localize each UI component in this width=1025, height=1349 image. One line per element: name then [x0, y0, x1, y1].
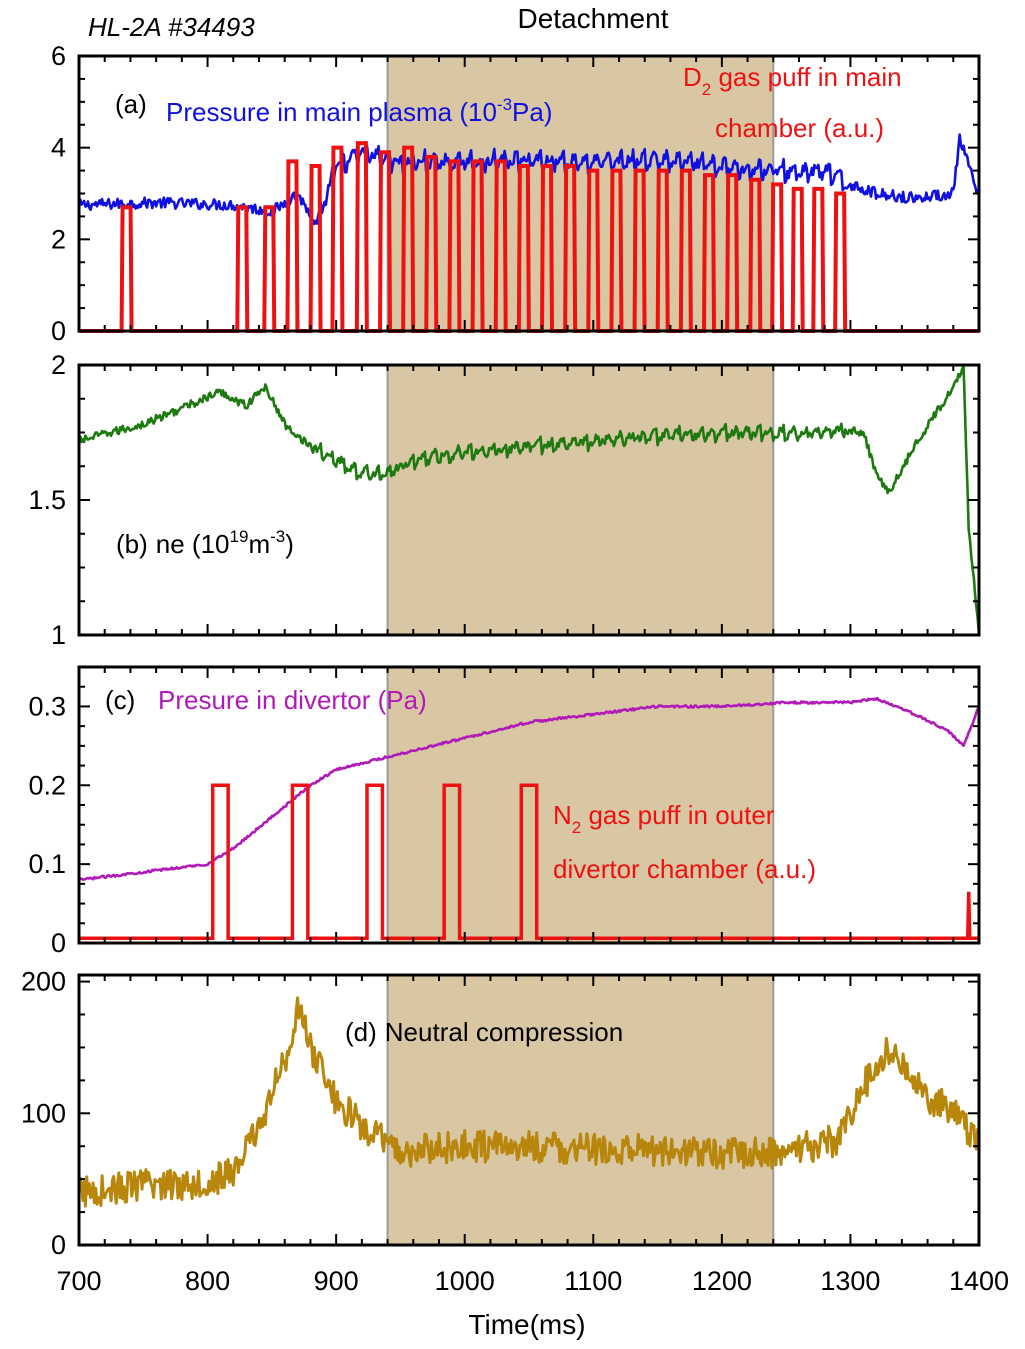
panel-b-mid: m	[248, 529, 270, 559]
panel-c-series2-n: N	[553, 800, 572, 830]
panel-a-series2-line2: chamber (a.u.)	[715, 113, 884, 143]
series-red-pulses	[79, 783, 979, 941]
panel-b: 11.52	[28, 350, 981, 650]
panel-a: 0 2 4 6	[51, 41, 981, 346]
y-tick-label: 100	[21, 1098, 66, 1128]
panel-c-series2-line1: N2 gas puff in outer	[553, 800, 775, 837]
panel-a-series2-line1: D2 gas puff in main	[683, 62, 902, 99]
panel-a-series2-d: D	[683, 62, 702, 92]
panel-a-series1-label: Pressure in main plasma (10-3Pa)	[166, 95, 553, 127]
y-tick-label: 1	[51, 620, 66, 650]
panel-b-text: ne (10	[156, 529, 230, 559]
panel-a-series1-sup: -3	[497, 95, 512, 114]
x-tick-label: 1100	[564, 1266, 622, 1296]
panel-c: 0 0.1 0.2 0.3	[28, 665, 981, 958]
panel-d-text: Neutral compression	[385, 1017, 623, 1047]
panel-d: 0 100 200 700 800 900 1000 1100 1200 1300 1400	[21, 967, 1009, 1296]
y-tick-label: 1.5	[28, 485, 66, 515]
panel-c-series2-rest: gas puff in outer	[581, 800, 775, 830]
x-tick-label: 1400	[949, 1266, 1009, 1296]
panel-b-letter: (b)	[116, 529, 148, 559]
x-tick-label: 1200	[692, 1266, 752, 1296]
series-red-pulses	[79, 141, 979, 333]
x-tick-label: 800	[185, 1266, 230, 1296]
y-tick-label: 0.2	[28, 770, 66, 800]
y-tick-label: 0.1	[28, 849, 66, 879]
y-tick-label: 0	[51, 316, 66, 346]
panel-b-post: )	[285, 529, 294, 559]
x-axis-label: Time(ms)	[468, 1309, 585, 1340]
y-tick-label: 6	[51, 41, 66, 71]
panel-d-letter: (d)	[345, 1017, 377, 1047]
panel-b-sup1: 19	[230, 527, 249, 546]
panel-c-letter: (c)	[105, 685, 135, 715]
series-gold-line	[77, 996, 981, 1208]
y-tick-label: 0	[51, 1230, 66, 1260]
panel-a-series2-sub: 2	[702, 80, 711, 99]
detachment-band	[387, 365, 774, 635]
series-blue-line	[77, 133, 981, 226]
panel-a-series1-unit: Pa)	[512, 97, 552, 127]
y-tick-label: 4	[51, 133, 66, 163]
x-tick-label: 1000	[435, 1266, 495, 1296]
y-tick-label: 0.3	[28, 691, 66, 721]
panel-c-series2-line2: divertor chamber (a.u.)	[553, 854, 816, 884]
y-tick-label: 2	[51, 224, 66, 254]
detachment-band	[387, 975, 774, 1245]
y-tick-label: 200	[21, 967, 66, 997]
panel-frame	[77, 973, 981, 1247]
panel-c-series1-label: Presure in divertor (Pa)	[158, 685, 427, 715]
y-tick-label: 0	[51, 928, 66, 958]
detachment-label: Detachment	[518, 3, 669, 34]
detachment-band	[387, 667, 774, 943]
panel-a-series2-rest: gas puff in main	[711, 62, 901, 92]
panel-b-sup2: -3	[270, 527, 285, 546]
panel-d-label: (d) Neutral compression	[345, 1017, 623, 1047]
panel-c-series2-sub: 2	[572, 818, 581, 837]
panel-a-series1-text: Pressure in main plasma (10	[166, 97, 497, 127]
panel-b-label: (b) ne (1019m-3)	[116, 527, 294, 559]
panel-a-letter: (a)	[115, 89, 147, 119]
shot-label: HL-2A #34493	[88, 12, 255, 42]
x-tick-label: 1300	[820, 1266, 880, 1296]
series-green-line	[77, 365, 981, 636]
x-tick-label: 900	[314, 1266, 359, 1296]
y-tick-label: 2	[51, 350, 66, 380]
x-tick-label: 700	[56, 1266, 101, 1296]
